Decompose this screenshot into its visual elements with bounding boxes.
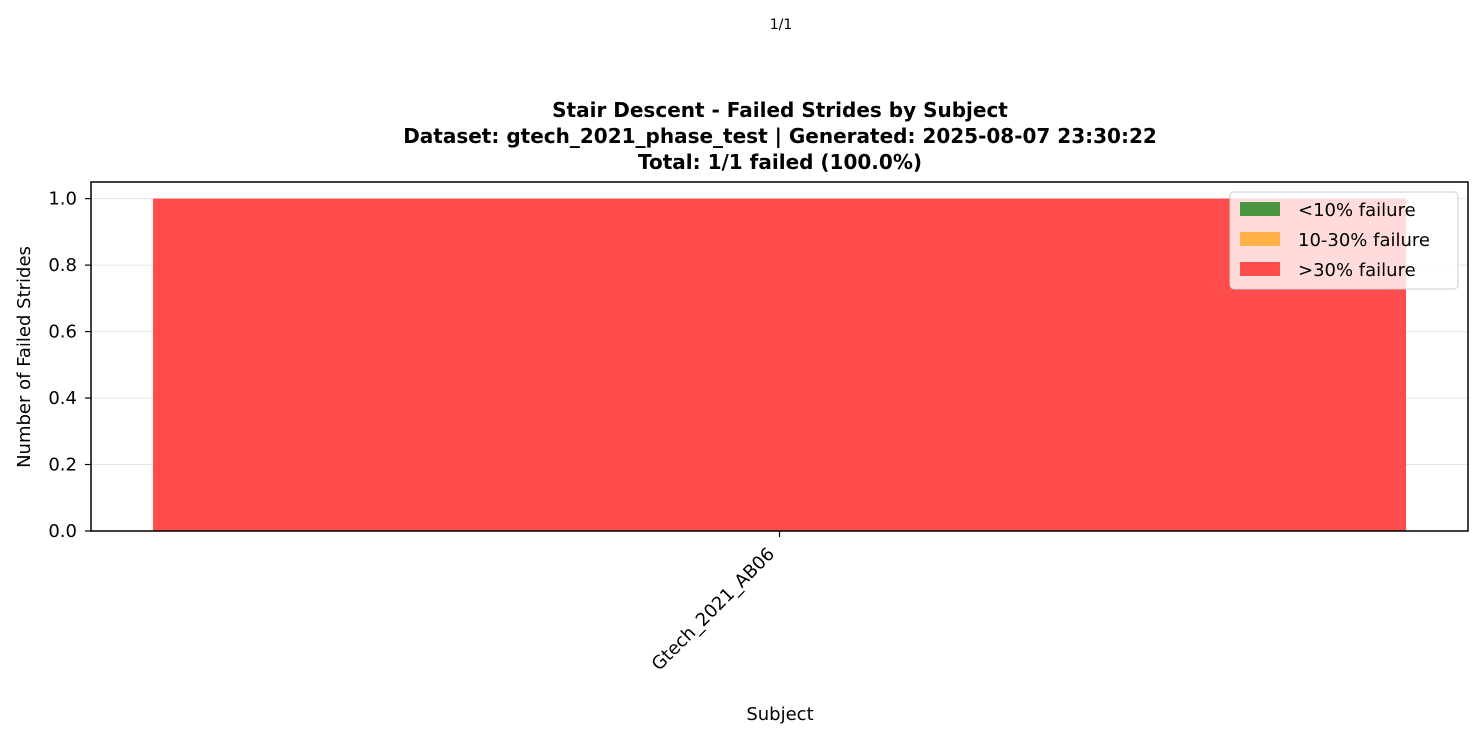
legend-label: <10% failure — [1298, 200, 1416, 221]
chart-title: Stair Descent - Failed Strides by Subjec… — [403, 98, 1157, 174]
chart-title-line-1: Stair Descent - Failed Strides by Subjec… — [552, 98, 1008, 122]
chart-title-line-3: Total: 1/1 failed (100.0%) — [638, 150, 922, 174]
page-counter: 1/1 — [770, 17, 793, 33]
y-axis-ticks: 0.0 0.2 0.4 0.6 0.8 1.0 — [48, 189, 91, 542]
legend-label: 10-30% failure — [1298, 230, 1430, 251]
legend-swatch — [1240, 232, 1280, 246]
y-tick-label: 0.8 — [48, 255, 77, 276]
legend-label: >30% failure — [1298, 260, 1416, 281]
bar-gtech-2021-ab06 — [152, 198, 1407, 531]
legend-box — [1229, 191, 1459, 290]
y-tick-label: 1.0 — [48, 189, 77, 210]
y-tick-label: 0.6 — [48, 322, 77, 343]
bars — [152, 198, 1407, 531]
x-tick-label: Gtech_2021_AB06 — [648, 544, 779, 675]
x-axis-label: Subject — [746, 704, 813, 725]
y-tick-label: 0.4 — [48, 388, 77, 409]
y-axis-label: Number of Failed Strides — [14, 246, 35, 468]
chart-title-line-2: Dataset: gtech_2021_phase_test | Generat… — [403, 124, 1157, 148]
legend-swatch — [1240, 262, 1280, 276]
y-tick-label: 0.0 — [48, 521, 77, 542]
legend-swatch — [1240, 202, 1280, 216]
y-tick-label: 0.2 — [48, 455, 77, 476]
legend: <10% failure 10-30% failure >30% failure — [1229, 191, 1459, 290]
legend-items: <10% failure 10-30% failure >30% failure — [1240, 200, 1430, 281]
x-axis-ticks: Gtech_2021_AB06 — [648, 531, 781, 675]
